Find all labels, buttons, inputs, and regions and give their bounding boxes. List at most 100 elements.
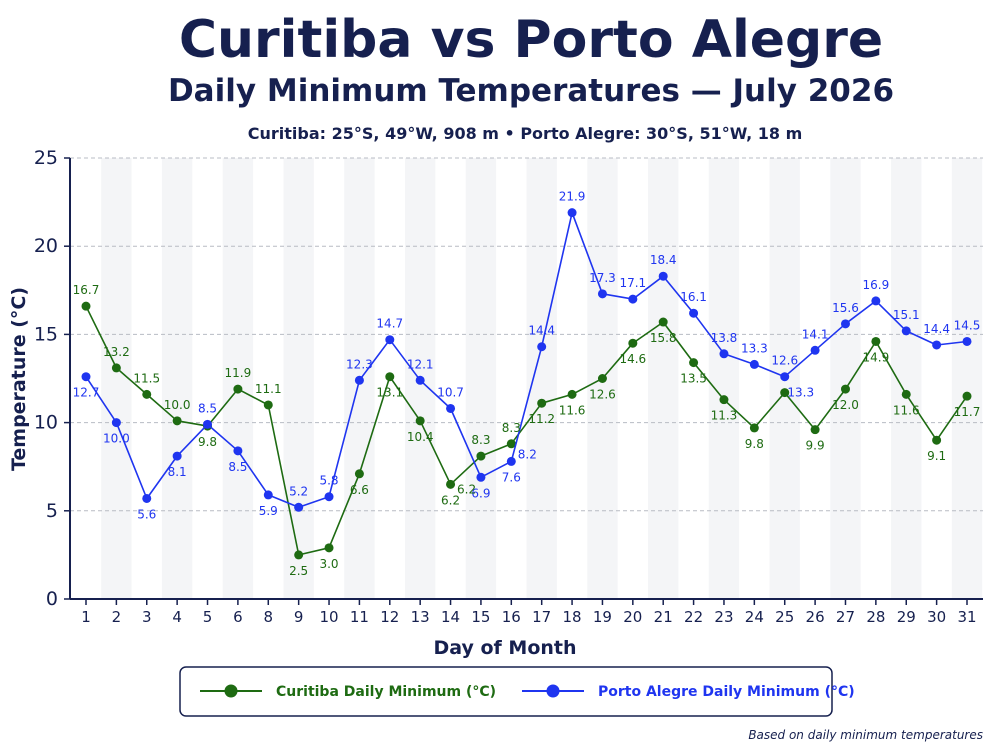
legend-label-porto-alegre: Porto Alegre Daily Minimum (°C) (598, 684, 855, 700)
data-label: 6.2 (441, 493, 460, 507)
x-tick-label: 15 (471, 608, 490, 626)
data-point (172, 416, 182, 426)
data-label: 12.0 (832, 398, 859, 412)
data-label: 14.4 (528, 324, 555, 338)
data-point (81, 372, 91, 382)
column-band (951, 158, 983, 599)
data-point (385, 372, 395, 382)
data-point (567, 389, 577, 399)
data-point (810, 345, 820, 355)
chart-subtitle: Daily Minimum Temperatures — July 2026 (168, 73, 894, 109)
data-point (172, 451, 182, 461)
data-label: 9.8 (745, 437, 764, 451)
data-point (689, 308, 699, 318)
data-point (597, 289, 607, 299)
data-label: 11.6 (559, 403, 586, 417)
data-point (871, 336, 881, 346)
data-point (446, 479, 456, 489)
data-label: 14.4 (923, 322, 950, 336)
data-label: 17.3 (589, 271, 616, 285)
data-label: 8.3 (471, 433, 490, 447)
data-label: 5.9 (259, 504, 278, 518)
data-point (324, 543, 334, 553)
column-band (526, 158, 557, 599)
data-point (932, 435, 942, 445)
column-band (891, 158, 922, 599)
data-label: 12.6 (589, 388, 616, 402)
data-label: 18.4 (650, 253, 677, 267)
data-label: 6.9 (471, 486, 490, 500)
data-label: 17.1 (619, 276, 646, 290)
data-point (719, 395, 729, 405)
x-tick-label: 14 (441, 608, 460, 626)
data-label: 11.5 (133, 371, 160, 385)
column-band (465, 158, 497, 599)
column-band (830, 158, 861, 599)
x-tick-label: 10 (319, 608, 338, 626)
data-label: 11.1 (255, 382, 282, 396)
data-point (810, 425, 820, 435)
data-label: 14.1 (802, 327, 829, 341)
data-point (719, 349, 729, 359)
data-label: 11.3 (711, 409, 738, 423)
data-point (415, 416, 425, 426)
data-label: 5.6 (137, 507, 156, 521)
data-label: 10.7 (437, 385, 464, 399)
legend-box (179, 666, 833, 717)
data-point (81, 301, 91, 311)
column-band (708, 158, 740, 599)
data-label: 13.8 (711, 331, 738, 345)
data-point (537, 398, 547, 408)
x-tick-label: 11 (350, 608, 369, 626)
data-label: 12.3 (346, 357, 373, 371)
series-line-1 (85, 211, 968, 509)
axes (69, 158, 983, 600)
x-tick-label: 6 (233, 608, 243, 626)
data-labels-layer: 16.7 12.7 13.2 10.0 11.5 5.6 10.0 8.1 9.8 8.5 11.9… (73, 190, 981, 578)
y-tick-label: 15 (34, 323, 58, 345)
x-tick-label: 23 (714, 608, 733, 626)
data-point (871, 296, 881, 306)
data-label: 6.6 (350, 483, 369, 497)
x-tick-label: 24 (745, 608, 764, 626)
data-point (840, 319, 850, 329)
data-label: 12.6 (771, 354, 798, 368)
data-point (294, 550, 304, 560)
data-point (324, 492, 334, 502)
series-line-0 (85, 305, 968, 556)
data-point (142, 493, 152, 503)
data-label: 14.6 (619, 352, 646, 366)
data-point (780, 372, 790, 382)
data-point (294, 502, 304, 512)
x-tick-labels: 1 2 3 4 5 6 8 9 10 11 12 13 14 15 16 17 18 19 20 21 22 23 24 25… (81, 599, 977, 626)
data-label: 12.7 (73, 386, 100, 400)
data-point (233, 384, 243, 394)
data-label: 14.9 (863, 350, 890, 364)
data-label: 9.9 (806, 439, 825, 453)
data-point (597, 374, 607, 383)
legend-label-curitiba: Curitiba Daily Minimum (°C) (276, 684, 496, 700)
data-point (689, 358, 699, 368)
data-point (354, 469, 364, 479)
data-point (840, 384, 850, 394)
x-tick-label: 1 (81, 608, 91, 626)
data-label: 9.1 (927, 449, 946, 463)
data-label: 14.5 (954, 318, 981, 332)
data-point (111, 418, 121, 428)
data-point (506, 439, 516, 449)
series-layer (81, 208, 972, 560)
y-tick-label: 25 (34, 147, 58, 169)
data-label: 11.6 (893, 403, 920, 417)
data-label: 7.6 (502, 470, 521, 484)
data-label: 8.3 (502, 421, 521, 435)
data-label: 14.7 (376, 317, 403, 331)
column-band (648, 158, 679, 599)
y-tick-labels: 0 5 10 15 20 25 (34, 147, 70, 610)
column-band (283, 158, 314, 599)
data-label: 2.5 (289, 564, 308, 578)
data-label: 8.1 (168, 465, 187, 479)
data-label: 15.8 (650, 331, 677, 345)
y-axis-title: Temperature (°C) (8, 287, 30, 471)
data-point (749, 359, 759, 369)
